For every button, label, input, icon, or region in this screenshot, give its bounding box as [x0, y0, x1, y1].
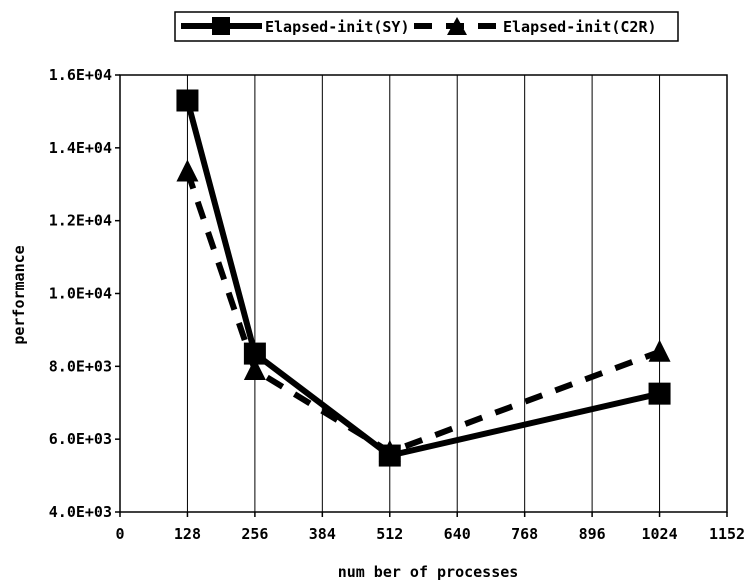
gridlines [186, 75, 661, 512]
series-line-1 [184, 170, 661, 456]
legend-marker-triangle [447, 17, 467, 35]
x-tick-label: 512 [376, 525, 403, 543]
data-point-triangle [378, 439, 401, 462]
y-axis-title: performance [10, 245, 28, 344]
legend-label-c2r: Elapsed-init(C2R) [503, 18, 657, 36]
y-tick-label: 1.4E+04 [49, 139, 112, 157]
y-tick-label: 1.0E+04 [49, 285, 112, 303]
x-tick-label: 768 [511, 525, 538, 543]
series-line-0 [184, 99, 661, 459]
plot-frame [119, 74, 728, 513]
x-tick-label: 1152 [709, 525, 745, 543]
x-axis-ticks: 0 128 256 384 512 640 768 896 1024 1152 [115, 512, 745, 543]
x-tick-label: 640 [444, 525, 471, 543]
data-point-square [243, 342, 266, 365]
y-tick-label: 6.0E+03 [49, 430, 112, 448]
data-point-triangle [243, 357, 266, 380]
y-tick-label: 4.0E+03 [49, 503, 112, 521]
x-tick-label: 256 [241, 525, 268, 543]
data-point-triangle [176, 159, 199, 182]
x-axis-title: num ber of processes [338, 563, 519, 581]
data-point-triangle [648, 339, 671, 362]
x-tick-label: 0 [115, 525, 124, 543]
data-point-square [648, 382, 671, 405]
x-tick-label: 384 [309, 525, 336, 543]
y-axis-ticks: 4.0E+03 6.0E+03 8.0E+03 1.0E+04 1.2E+04 1.4E+… [49, 66, 120, 521]
y-tick-label: 1.6E+04 [49, 66, 112, 84]
legend-label-sy: Elapsed-init(SY) [265, 18, 410, 36]
series-layer [176, 89, 671, 467]
x-tick-label: 128 [174, 525, 201, 543]
legend: Elapsed-init(SY) Elapsed-init(C2R) [174, 11, 679, 42]
plot-area: 4.0E+03 6.0E+03 8.0E+03 1.0E+04 1.2E+04 1.4E+… [49, 66, 745, 543]
y-tick-label: 8.0E+03 [49, 357, 112, 375]
data-point-square [176, 89, 199, 112]
x-tick-label: 1024 [641, 525, 677, 543]
y-tick-label: 1.2E+04 [49, 212, 112, 230]
x-tick-label: 896 [579, 525, 606, 543]
legend-marker-square [212, 17, 230, 35]
